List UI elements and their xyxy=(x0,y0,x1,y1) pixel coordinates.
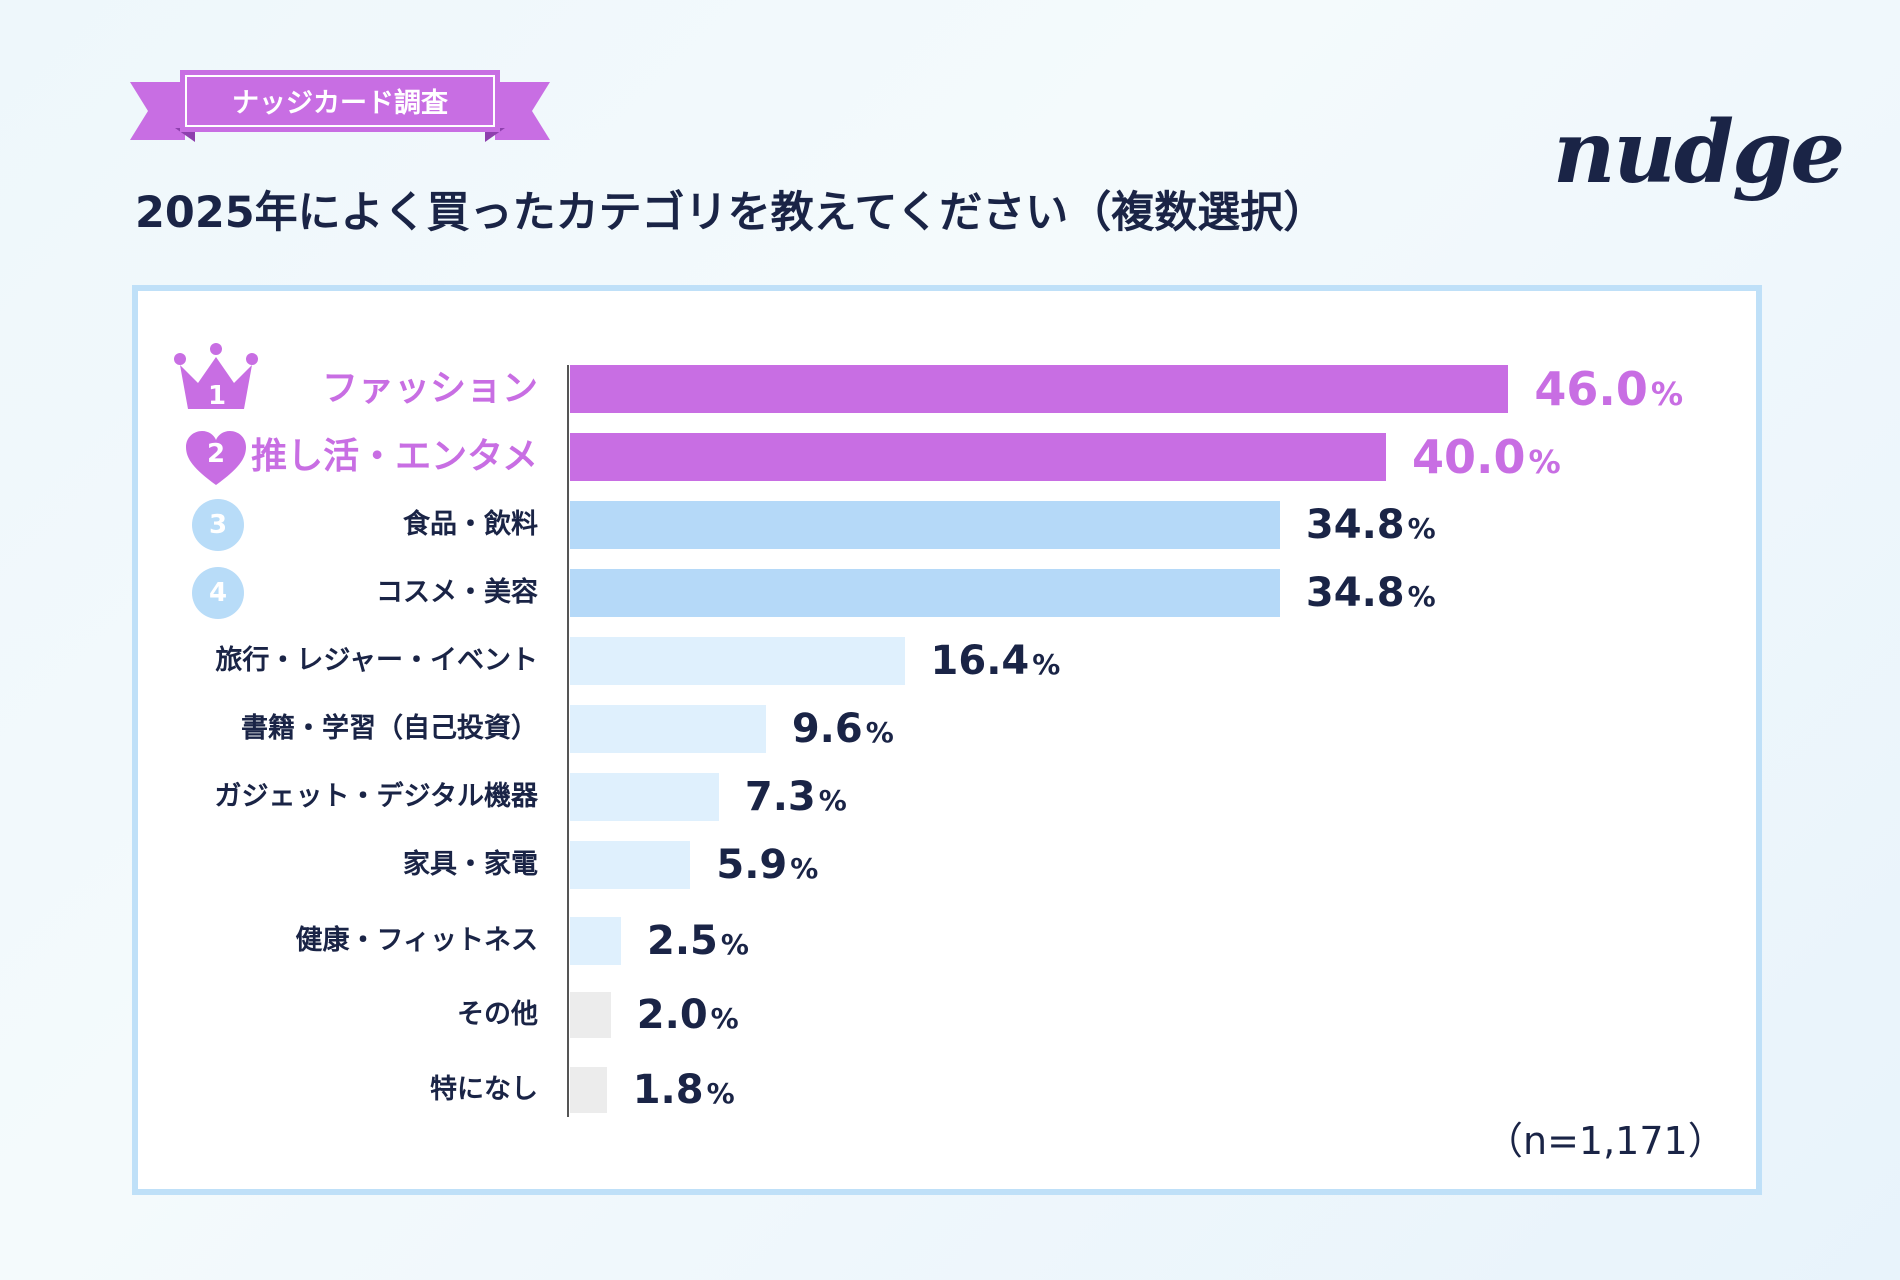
category-label: ファッション xyxy=(321,368,538,409)
category-label-row: 推し活・エンタメ xyxy=(150,433,538,481)
survey-banner: ナッジカード調査 xyxy=(130,70,550,150)
nudge-logo: nudge xyxy=(1553,102,1845,203)
category-label: 特になし xyxy=(430,1074,538,1105)
value-number: 7.3 xyxy=(744,774,816,820)
category-label-row: 食品・飲料 xyxy=(150,501,538,549)
value-label: 2.0% xyxy=(637,992,739,1042)
percent-unit: % xyxy=(720,928,749,961)
percent-unit: % xyxy=(710,1002,739,1035)
value-number: 9.6 xyxy=(791,706,863,752)
category-label-row: 特になし xyxy=(150,1067,538,1113)
percent-unit: % xyxy=(1650,375,1684,413)
rank-circle: 4 xyxy=(192,567,244,619)
percent-unit: % xyxy=(1407,580,1436,613)
rank-circle: 3 xyxy=(192,499,244,551)
value-label: 7.3% xyxy=(745,773,847,825)
category-label: 書籍・学習（自己投資） xyxy=(241,713,538,744)
bar xyxy=(570,841,691,889)
value-number: 2.5 xyxy=(647,918,718,964)
category-label-row: 健康・フィットネス xyxy=(150,917,538,965)
bar xyxy=(570,365,1509,413)
category-label: 家具・家電 xyxy=(403,849,538,880)
rank-number: 1 xyxy=(207,381,227,411)
bar xyxy=(570,501,1280,549)
category-label: 食品・飲料 xyxy=(403,509,538,540)
value-number: 2.0 xyxy=(636,992,708,1038)
category-label: 健康・フィットネス xyxy=(295,925,538,956)
value-label: 40.0% xyxy=(1412,433,1561,486)
ribbon-shape xyxy=(130,70,550,142)
category-label: コスメ・美容 xyxy=(376,577,538,608)
rank-number: 2 xyxy=(206,439,226,469)
value-label: 1.8% xyxy=(633,1067,735,1117)
bar xyxy=(570,992,611,1038)
value-label: 34.8% xyxy=(1306,501,1436,553)
value-number: 5.9 xyxy=(716,842,788,888)
category-label-row: 旅行・レジャー・イベント xyxy=(150,637,538,685)
page-title: 2025年によく買ったカテゴリを教えてください（複数選択） xyxy=(135,188,1327,238)
value-number: 16.4 xyxy=(930,638,1030,684)
bar xyxy=(570,705,766,753)
percent-unit: % xyxy=(1032,648,1061,681)
percent-unit: % xyxy=(790,852,819,885)
sample-size-note: （n=1,171） xyxy=(1485,1119,1726,1163)
bar xyxy=(570,637,905,685)
percent-unit: % xyxy=(706,1077,735,1110)
category-label-row: 家具・家電 xyxy=(150,841,538,889)
category-label: 推し活・エンタメ xyxy=(251,436,538,477)
value-label: 46.0% xyxy=(1534,365,1683,418)
heart-icon xyxy=(186,431,246,485)
bar xyxy=(570,569,1280,617)
value-number: 40.0 xyxy=(1412,430,1526,484)
value-label: 5.9% xyxy=(716,841,818,893)
category-label-row: ファッション xyxy=(150,365,538,413)
value-label: 34.8% xyxy=(1306,569,1436,621)
category-label: その他 xyxy=(457,999,538,1030)
value-number: 34.8 xyxy=(1305,502,1405,548)
crown-icon xyxy=(174,343,258,409)
percent-unit: % xyxy=(818,784,847,817)
category-label-row: コスメ・美容 xyxy=(150,569,538,617)
value-label: 9.6% xyxy=(792,705,894,757)
percent-unit: % xyxy=(1528,443,1561,481)
banner-text: ナッジカード調査 xyxy=(232,88,448,119)
percent-unit: % xyxy=(865,716,894,749)
category-label: 旅行・レジャー・イベント xyxy=(215,645,538,676)
category-label-row: その他 xyxy=(150,992,538,1038)
category-label: ガジェット・デジタル機器 xyxy=(214,781,538,812)
bar xyxy=(570,917,621,965)
value-label: 2.5% xyxy=(647,917,749,969)
bar xyxy=(570,433,1386,481)
category-label-row: 書籍・学習（自己投資） xyxy=(150,705,538,753)
value-label: 16.4% xyxy=(931,637,1061,689)
bar xyxy=(570,773,719,821)
value-number: 34.8 xyxy=(1305,570,1405,616)
percent-unit: % xyxy=(1407,512,1436,545)
value-number: 46.0 xyxy=(1534,362,1648,416)
bar xyxy=(570,1067,607,1113)
y-axis-line xyxy=(567,365,569,1117)
category-label-row: ガジェット・デジタル機器 xyxy=(150,773,538,821)
value-number: 1.8 xyxy=(632,1067,704,1113)
